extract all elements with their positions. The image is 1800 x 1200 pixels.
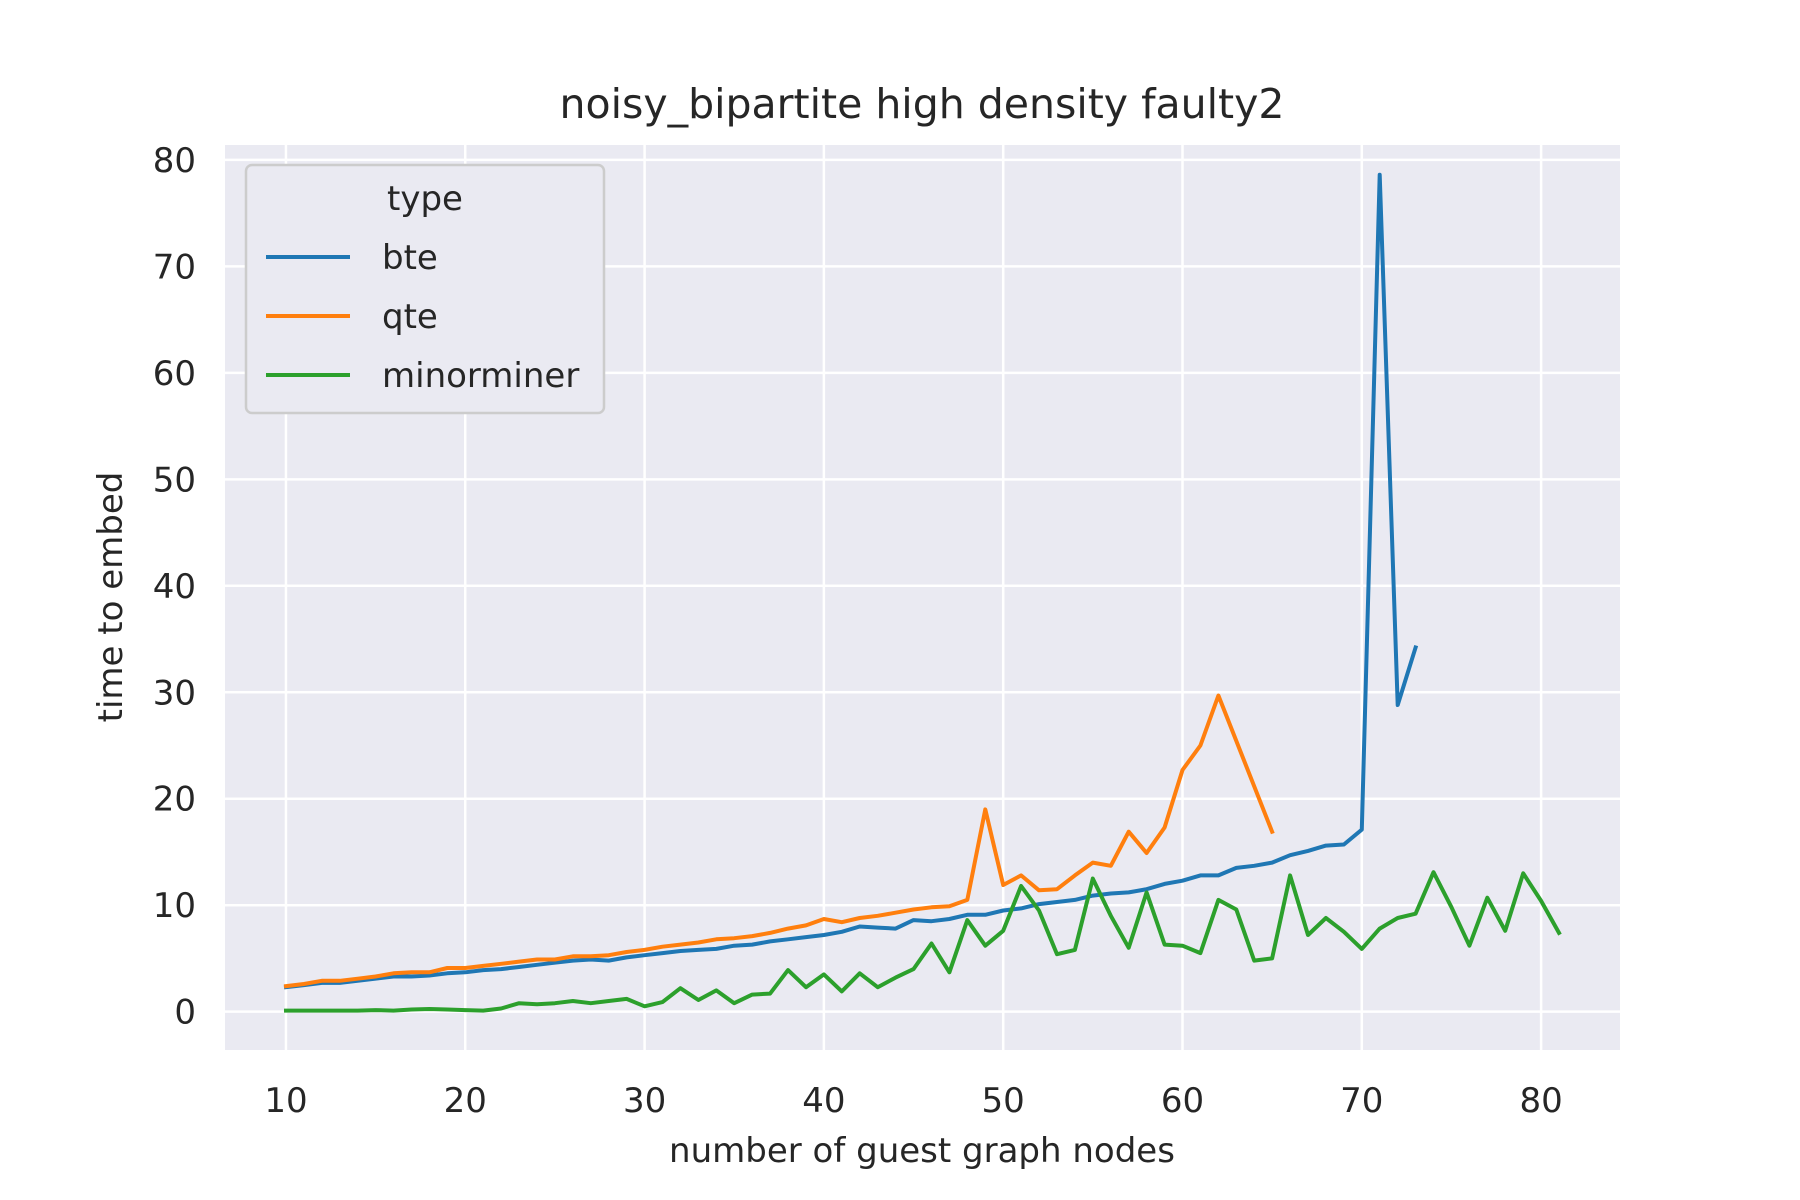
series-lines bbox=[283, 172, 1562, 1013]
x-tick-label: 70 bbox=[1340, 1081, 1383, 1121]
legend-entries: bte qte minorminer bbox=[266, 238, 579, 396]
legend-label-bte: bte bbox=[382, 238, 438, 278]
x-tick-label: 40 bbox=[802, 1081, 845, 1121]
y-axis-label: time to embed bbox=[91, 472, 131, 723]
y-tick-label: 80 bbox=[153, 141, 196, 181]
y-tick-label: 20 bbox=[153, 780, 196, 820]
legend-title: type bbox=[387, 179, 463, 219]
y-tick-label: 30 bbox=[153, 673, 196, 713]
x-tick-labels: 10 20 30 40 50 60 70 80 bbox=[264, 1081, 1562, 1121]
y-tick-labels: 0 10 20 30 40 50 60 70 80 bbox=[153, 141, 196, 1033]
series-line-qte bbox=[283, 693, 1275, 989]
y-tick-label: 70 bbox=[153, 247, 196, 287]
y-tick-label: 50 bbox=[153, 460, 196, 500]
x-tick-label: 80 bbox=[1519, 1081, 1562, 1121]
legend: type bte qte minorminer bbox=[244, 163, 606, 415]
y-tick-label: 10 bbox=[153, 886, 196, 926]
x-tick-label: 30 bbox=[623, 1081, 666, 1121]
chart-title: noisy_bipartite high density faulty2 bbox=[560, 80, 1285, 128]
legend-box bbox=[244, 163, 606, 415]
y-tick-label: 60 bbox=[153, 354, 196, 394]
legend-label-qte: qte bbox=[382, 297, 438, 337]
x-tick-label: 60 bbox=[1161, 1081, 1204, 1121]
x-axis-label: number of guest graph nodes bbox=[669, 1131, 1175, 1171]
series-line-minorminer bbox=[284, 870, 1562, 1013]
x-tick-label: 10 bbox=[264, 1081, 307, 1121]
x-tick-label: 20 bbox=[444, 1081, 487, 1121]
y-tick-label: 0 bbox=[174, 993, 196, 1033]
legend-label-minorminer: minorminer bbox=[382, 356, 579, 396]
x-tick-label: 50 bbox=[982, 1081, 1025, 1121]
series-line-bte bbox=[283, 172, 1419, 990]
y-tick-label: 40 bbox=[153, 567, 196, 607]
